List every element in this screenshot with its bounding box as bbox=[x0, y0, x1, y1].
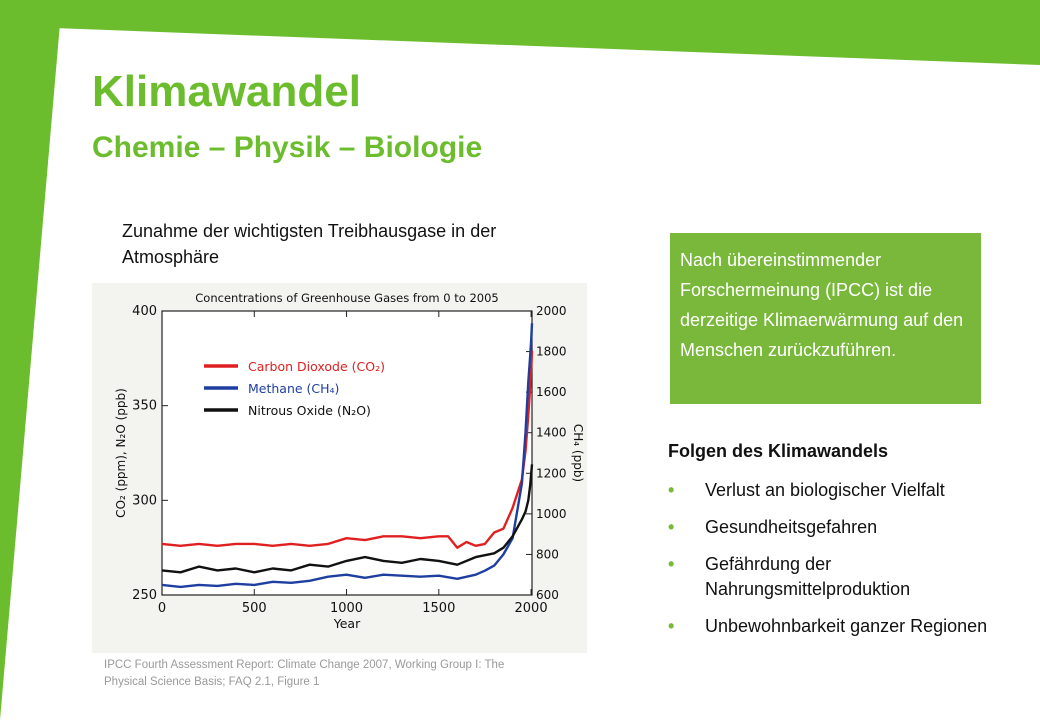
legend-label-3: Nitrous Oxide (N₂O) bbox=[248, 403, 371, 418]
y-right-axis-label: CH₄ (ppb) bbox=[571, 424, 585, 482]
x-axis-label: Year bbox=[333, 616, 361, 631]
chart-title: Concentrations of Greenhouse Gases from … bbox=[195, 291, 498, 305]
list-item: • Gefährdung der Nahrungsmittelproduktion bbox=[668, 552, 1033, 602]
y-right-tick-label: 800 bbox=[536, 547, 559, 561]
series-line-1 bbox=[161, 350, 534, 549]
slide-subtitle: Chemie – Physik – Biologie bbox=[92, 131, 483, 164]
y-left-tick-label: 400 bbox=[132, 304, 157, 319]
y-left-tick-label: 300 bbox=[132, 493, 157, 508]
y-right-tick-label: 2000 bbox=[536, 304, 567, 318]
y-right-tick-label: 1800 bbox=[536, 345, 567, 359]
legend-label-1: Carbon Dioxode (CO₂) bbox=[248, 359, 385, 374]
list-item-text: Gefährdung der Nahrungsmittelproduktion bbox=[705, 554, 911, 599]
y-right-tick-label: 1000 bbox=[536, 507, 567, 521]
green-frame-top bbox=[0, 0, 1040, 65]
y-right-tick-label: 1200 bbox=[536, 466, 567, 480]
series-line-3 bbox=[161, 464, 534, 574]
y-left-axis-label: CO₂ (ppm), N₂O (ppb) bbox=[114, 388, 128, 518]
source-citation: IPCC Fourth Assessment Report: Climate C… bbox=[104, 659, 505, 688]
list-item-text: Unbewohnbarkeit ganzer Regionen bbox=[705, 616, 988, 636]
x-tick-label: 2000 bbox=[515, 601, 548, 616]
green-frame-left bbox=[0, 0, 62, 720]
consequences-heading: Folgen des Klimawandels bbox=[668, 441, 889, 461]
bullet-icon: • bbox=[668, 480, 675, 500]
bullet-icon: • bbox=[668, 616, 675, 636]
bullet-icon: • bbox=[668, 554, 675, 574]
y-left-tick-label: 350 bbox=[132, 399, 157, 414]
list-item: • Unbewohnbarkeit ganzer Regionen bbox=[668, 614, 1033, 639]
list-item-text: Verlust an biologischer Vielfalt bbox=[705, 480, 945, 500]
x-tick-label: 0 bbox=[158, 601, 166, 616]
x-tick-label: 1000 bbox=[330, 601, 363, 616]
list-item: • Verlust an biologischer Vielfalt bbox=[668, 478, 1033, 503]
plot-frame bbox=[161, 310, 533, 596]
y-right-tick-label: 1600 bbox=[536, 385, 567, 399]
series-line-2 bbox=[161, 323, 534, 589]
y-right-tick-label: 1400 bbox=[536, 426, 567, 440]
ipcc-info-box: Nach übereinstimmender Forschermeinung (… bbox=[670, 233, 981, 404]
greenhouse-gas-chart: Concentrations of Greenhouse Gases from … bbox=[114, 291, 585, 631]
legend-label-2: Methane (CH₄) bbox=[248, 381, 339, 396]
x-tick-label: 500 bbox=[242, 601, 267, 616]
slide-title: Klimawandel bbox=[92, 67, 361, 116]
chart-caption: Zunahme der wichtigsten Treibhausgase in… bbox=[122, 221, 497, 267]
y-right-tick-label: 600 bbox=[536, 588, 559, 602]
consequences-list: • Verlust an biologischer Vielfalt • Gesun… bbox=[668, 478, 1033, 651]
y-left-tick-label: 250 bbox=[132, 588, 157, 603]
list-item-text: Gesundheitsgefahren bbox=[705, 517, 878, 537]
bullet-icon: • bbox=[668, 517, 675, 537]
list-item: • Gesundheitsgefahren bbox=[668, 515, 1033, 540]
x-tick-label: 1500 bbox=[422, 601, 455, 616]
chart-container: Concentrations of Greenhouse Gases from … bbox=[92, 283, 587, 653]
